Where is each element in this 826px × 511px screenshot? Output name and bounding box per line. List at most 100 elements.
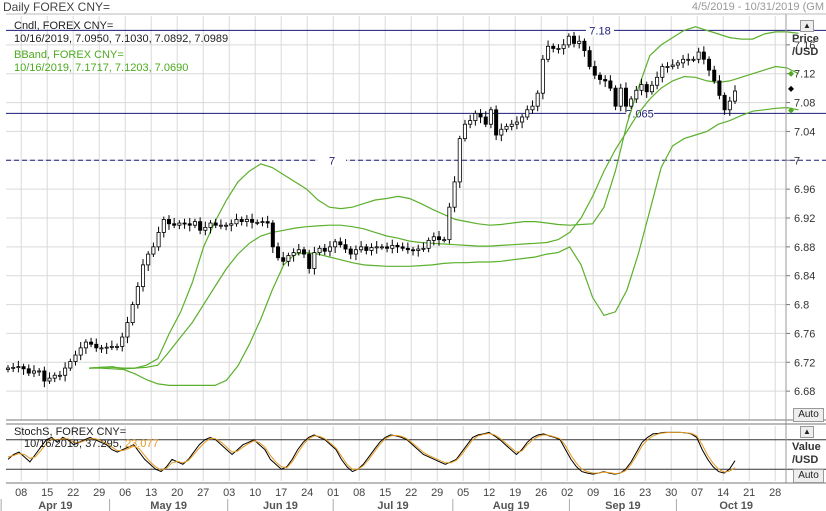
month-label: Apr 19 (38, 500, 72, 511)
price-tick-label: 6.96 (794, 184, 815, 196)
legend-stoch-values: 10/16/2019, 37.295, 23.077 (24, 438, 159, 450)
candle-body (722, 94, 727, 111)
candle-body (556, 48, 561, 50)
candle-body (255, 221, 260, 224)
time-tick-label: 30 (665, 487, 677, 499)
candle-body (244, 219, 249, 223)
bband-series (89, 26, 799, 386)
candle-body (52, 374, 57, 379)
candle-body (260, 221, 265, 224)
candle-body (78, 347, 83, 356)
candle-body (431, 236, 436, 241)
bband-middle (89, 65, 799, 369)
candle-body (473, 112, 478, 122)
candle-body (208, 222, 213, 228)
time-tick-label: 16 (613, 487, 625, 499)
candle-body (717, 80, 722, 96)
candle-body (442, 239, 447, 242)
candle-body (6, 367, 11, 370)
candle-body (577, 40, 582, 44)
time-tick-label: 21 (743, 487, 755, 499)
candle-body (317, 247, 322, 254)
candle-body (681, 58, 686, 64)
time-tick-label: 17 (275, 487, 287, 499)
time-tick-label: 06 (119, 487, 131, 499)
price-tick-label: 6.76 (794, 328, 815, 340)
candle-body (364, 246, 369, 251)
panel-frames (6, 13, 826, 484)
candle-body (478, 112, 483, 118)
time-tick-label: 20 (171, 487, 183, 499)
candle-body (146, 253, 151, 266)
month-label: Sep 19 (605, 500, 640, 511)
time-tick-label: 05 (457, 487, 469, 499)
candle-body (712, 69, 717, 82)
candle-body (203, 226, 208, 231)
candle-body (224, 224, 229, 227)
time-tick-label: 03 (223, 487, 235, 499)
chart-grid (6, 16, 786, 481)
candle-body (675, 62, 680, 66)
candle-body (338, 241, 343, 246)
price-tick-label: 6.92 (794, 213, 815, 225)
scroll-up-icon[interactable]: ▲ (800, 20, 814, 32)
candle-body (670, 64, 675, 67)
candle-body (639, 84, 644, 91)
candle-body (239, 219, 244, 223)
time-tick-label: 02 (561, 487, 573, 499)
bband-upper (89, 26, 799, 370)
candle-body (198, 221, 203, 231)
time-tick-label: 23 (639, 487, 651, 499)
candle-body (187, 223, 192, 226)
candle-body (218, 224, 223, 227)
month-label: Jun 19 (263, 500, 298, 511)
candle-body (327, 246, 332, 252)
value-axis-unit: /USD (792, 454, 819, 466)
candle-body (644, 84, 649, 93)
candle-body (504, 125, 509, 130)
candle-body (618, 87, 623, 107)
candle-body (213, 222, 218, 226)
candle-body (385, 246, 390, 249)
hline-label-bg (626, 107, 654, 120)
candle-body (535, 92, 540, 107)
value-auto-button[interactable]: Auto (793, 469, 824, 483)
candle-series (6, 31, 738, 388)
time-tick-label: 14 (717, 487, 729, 499)
candle-body (322, 247, 327, 252)
price-tick-label: 6.84 (794, 271, 815, 283)
candle-body (270, 222, 275, 248)
time-tick-label: 01 (327, 487, 339, 499)
legend-bband-name: BBand, FOREX CNY= (14, 49, 124, 61)
candle-body (416, 248, 421, 251)
candle-body (525, 109, 530, 118)
candle-body (649, 84, 654, 93)
candle-body (172, 223, 177, 226)
candle-body (141, 264, 146, 287)
time-tick-label: 07 (691, 487, 703, 499)
last-value-marker (788, 85, 794, 92)
scroll-up-icon-lower[interactable]: ▲ (800, 426, 814, 438)
time-tick-label: 24 (301, 487, 313, 499)
candle-body (488, 109, 493, 125)
candle-body (582, 40, 587, 52)
time-tick-label: 13 (145, 487, 157, 499)
candle-body (312, 252, 317, 269)
candle-body (307, 253, 312, 269)
candle-body (572, 35, 577, 44)
time-axis-ticks: 08 15 22 29 06 13 20 27 03 10 17 24 01 08 15 22 29 05 12 19… (0, 487, 781, 511)
candle-body (421, 247, 426, 250)
date-range: 4/5/2019 - 10/31/2019 (GM (691, 1, 824, 13)
month-label: May 19 (150, 500, 187, 511)
candle-body (483, 116, 488, 125)
candle-body (494, 109, 499, 136)
candle-body (296, 249, 301, 254)
candle-body (608, 80, 613, 89)
legend-cndl-values: 10/16/2019, 7.0950, 7.1030, 7.0892, 7.09… (14, 33, 229, 45)
price-auto-button[interactable]: Auto (793, 408, 824, 422)
hline-label: 7.18 (589, 25, 610, 37)
candle-body (540, 58, 545, 94)
candle-body (390, 245, 395, 249)
candle-body (400, 246, 405, 249)
hline-label: 7.065 (626, 108, 654, 120)
